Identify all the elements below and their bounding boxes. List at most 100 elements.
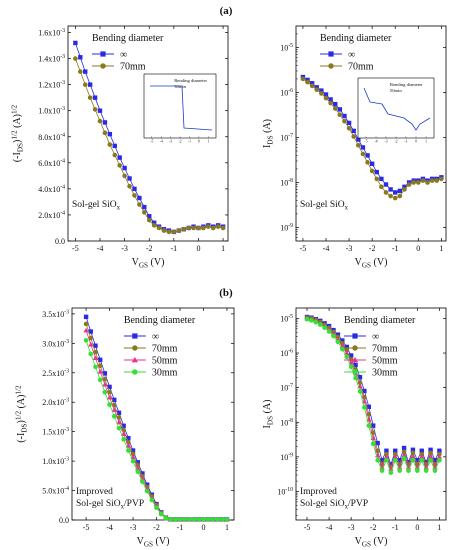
- chart-b-left: -5 -4 -3 -2 -1 0 1 0.0 5.0x10-4 1.0x10-3 1.5x10-3 2…: [15, 307, 235, 549]
- data-point: [137, 195, 142, 201]
- data-point: [163, 515, 169, 521]
- x-tick-label: -4: [106, 523, 113, 532]
- data-point: [93, 343, 98, 348]
- data-point: [401, 449, 407, 455]
- data-point: [88, 335, 94, 341]
- data-point: [111, 407, 117, 412]
- data-point: [360, 151, 366, 157]
- data-point: [88, 341, 94, 347]
- x-tick-label: -2: [153, 523, 160, 532]
- y-tick-label: 10-7: [280, 133, 293, 143]
- data-point: [135, 460, 140, 465]
- data-point: [144, 482, 150, 487]
- y-tick-label: 10-6: [280, 88, 293, 98]
- data-point: [92, 355, 99, 361]
- x-tick-label: -4: [326, 523, 333, 532]
- data-point: [432, 468, 438, 473]
- series-30mm: [83, 338, 230, 522]
- data-point: [127, 176, 132, 181]
- chart-a-left: -5 -4 -3 -2 -1 0 1 0.0 2.0x10-4 4.0x10-4 6.0x10-4 8…: [11, 25, 229, 270]
- data-point: [215, 224, 221, 229]
- x-tick-label: -4: [323, 244, 330, 253]
- data-point: [126, 435, 131, 441]
- data-point: [116, 425, 122, 431]
- x-tick-label: -3: [348, 523, 355, 532]
- data-point: [388, 470, 394, 475]
- data-point: [107, 131, 113, 137]
- y-tick-label: 2.0x10-4: [38, 210, 65, 220]
- legend-label: 70mm: [152, 344, 178, 355]
- data-point: [176, 228, 182, 233]
- data-point: [383, 454, 390, 459]
- data-point: [415, 180, 421, 185]
- y-tick-label: 10-9: [280, 223, 293, 233]
- data-point: [317, 322, 323, 327]
- data-point: [369, 168, 375, 174]
- y-tick-label: 10-5: [280, 314, 293, 324]
- data-point: [137, 202, 142, 207]
- data-point: [369, 161, 375, 166]
- data-point: [309, 81, 315, 86]
- inset-x-tick-label: -3: [169, 140, 172, 144]
- data-point: [135, 469, 141, 475]
- data-point: [319, 91, 324, 96]
- data-point: [130, 458, 136, 464]
- data-point: [340, 346, 345, 352]
- y-tick-label: 10-8: [280, 178, 293, 188]
- data-point: [351, 134, 357, 139]
- data-point: [130, 448, 136, 453]
- data-point: [423, 468, 429, 473]
- data-point: [210, 517, 216, 522]
- data-point: [388, 462, 394, 467]
- data-point: [166, 229, 172, 235]
- legend-label: 70mm: [120, 62, 146, 73]
- data-point: [423, 460, 429, 465]
- legend-title: Bending diameter: [344, 315, 416, 326]
- data-point: [182, 517, 188, 522]
- legend-label: ∞: [152, 332, 159, 343]
- data-point: [82, 82, 88, 87]
- data-point: [73, 56, 78, 61]
- data-point: [201, 225, 206, 231]
- data-point: [428, 457, 433, 463]
- data-point: [346, 120, 352, 126]
- data-point: [191, 517, 197, 522]
- legend-marker: [100, 51, 106, 57]
- annotation-text: Improved: [300, 487, 337, 497]
- data-point: [300, 76, 306, 82]
- data-point: [427, 454, 434, 459]
- inset-x-tick-label: -4: [160, 140, 163, 144]
- x-tick-label: -2: [370, 523, 377, 532]
- data-point: [342, 113, 347, 119]
- panel-label-b: (b): [219, 287, 233, 299]
- inset-note: 30min: [174, 84, 186, 89]
- annotation-text: Sol-gel SiOx: [300, 200, 349, 212]
- y-tick-label: 1.0x10-3: [42, 457, 69, 467]
- data-point: [107, 384, 112, 390]
- data-point: [420, 178, 426, 183]
- data-point: [406, 468, 411, 473]
- data-point: [77, 69, 83, 74]
- data-point: [375, 440, 380, 446]
- data-point: [410, 457, 416, 463]
- data-point: [326, 329, 332, 334]
- data-point: [132, 186, 137, 192]
- legend-label: 30mm: [152, 368, 178, 379]
- data-point: [397, 458, 402, 463]
- data-point: [384, 457, 389, 463]
- plot-frame: [295, 25, 447, 242]
- inset-x-tick-label: -5: [365, 140, 368, 144]
- x-tick-label: -5: [72, 244, 79, 253]
- data-point: [314, 87, 320, 93]
- y-tick-label: 10-6: [280, 349, 293, 359]
- legend-marker: [132, 345, 138, 351]
- data-point: [107, 402, 112, 407]
- inset-x-tick-label: 1: [425, 140, 427, 144]
- data-point: [410, 454, 416, 459]
- data-point: [402, 184, 407, 190]
- data-point: [392, 457, 398, 463]
- legend-marker: [100, 63, 106, 69]
- legend-marker: [352, 333, 358, 339]
- x-tick-label: 0: [415, 523, 419, 532]
